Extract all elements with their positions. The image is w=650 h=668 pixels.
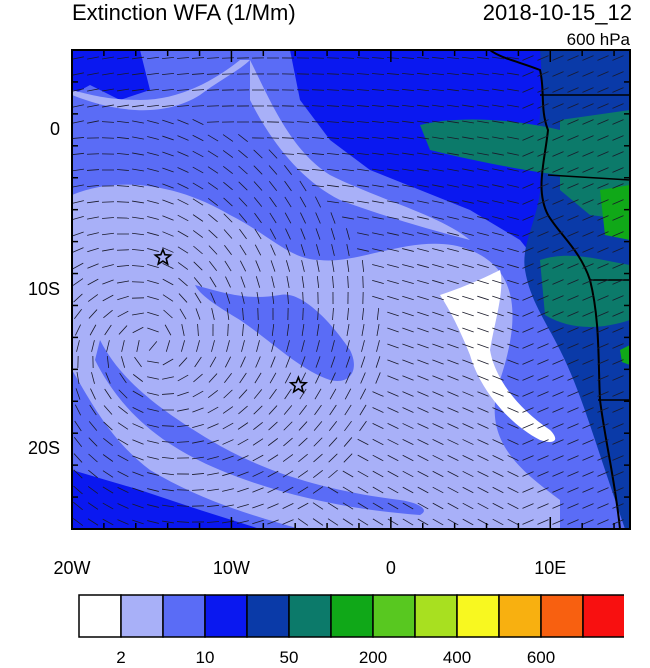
lat-tick-label: 0: [50, 119, 60, 140]
colorbar-swatch: [247, 595, 289, 637]
colorbar-swatch: [457, 595, 499, 637]
lon-tick-label: 10E: [534, 558, 566, 579]
lat-tick-label: 10S: [28, 279, 60, 300]
lon-tick-label: 10W: [213, 558, 250, 579]
colorbar-swatch: [583, 595, 624, 637]
lon-tick-label: 0: [386, 558, 396, 579]
wind-barb: [327, 58, 339, 59]
colorbar-label: 600: [527, 648, 555, 668]
wind-barb: [222, 58, 234, 59]
colorbar-label: 400: [443, 648, 471, 668]
colorbar-swatch: [541, 595, 583, 637]
colorbar-label: 200: [359, 648, 387, 668]
colorbar-swatch: [415, 595, 457, 637]
lat-tick-label: 20S: [28, 438, 60, 459]
wind-barb: [117, 250, 129, 251]
colorbar-swatch: [163, 595, 205, 637]
wind-barb: [282, 122, 294, 123]
wind-barb: [102, 138, 114, 139]
colorbar-swatch: [499, 595, 541, 637]
wind-barb: [312, 74, 324, 75]
colorbar-label: 50: [280, 648, 299, 668]
map-field: [72, 50, 630, 529]
colorbar-swatch: [373, 595, 415, 637]
wind-barb: [207, 106, 219, 107]
colorbar-swatch: [205, 595, 247, 637]
colorbar-swatch: [289, 595, 331, 637]
colorbar-swatch: [79, 595, 121, 637]
colorbar-label: 2: [116, 648, 125, 668]
wind-barb: [87, 154, 99, 155]
colorbar-swatch: [121, 595, 163, 637]
colorbar-swatch: [331, 595, 373, 637]
colorbar-label: 10: [196, 648, 215, 668]
lon-tick-label: 20W: [53, 558, 90, 579]
wind-barb: [102, 202, 114, 203]
wind-barb: [303, 308, 304, 320]
colorbar: [78, 594, 624, 638]
